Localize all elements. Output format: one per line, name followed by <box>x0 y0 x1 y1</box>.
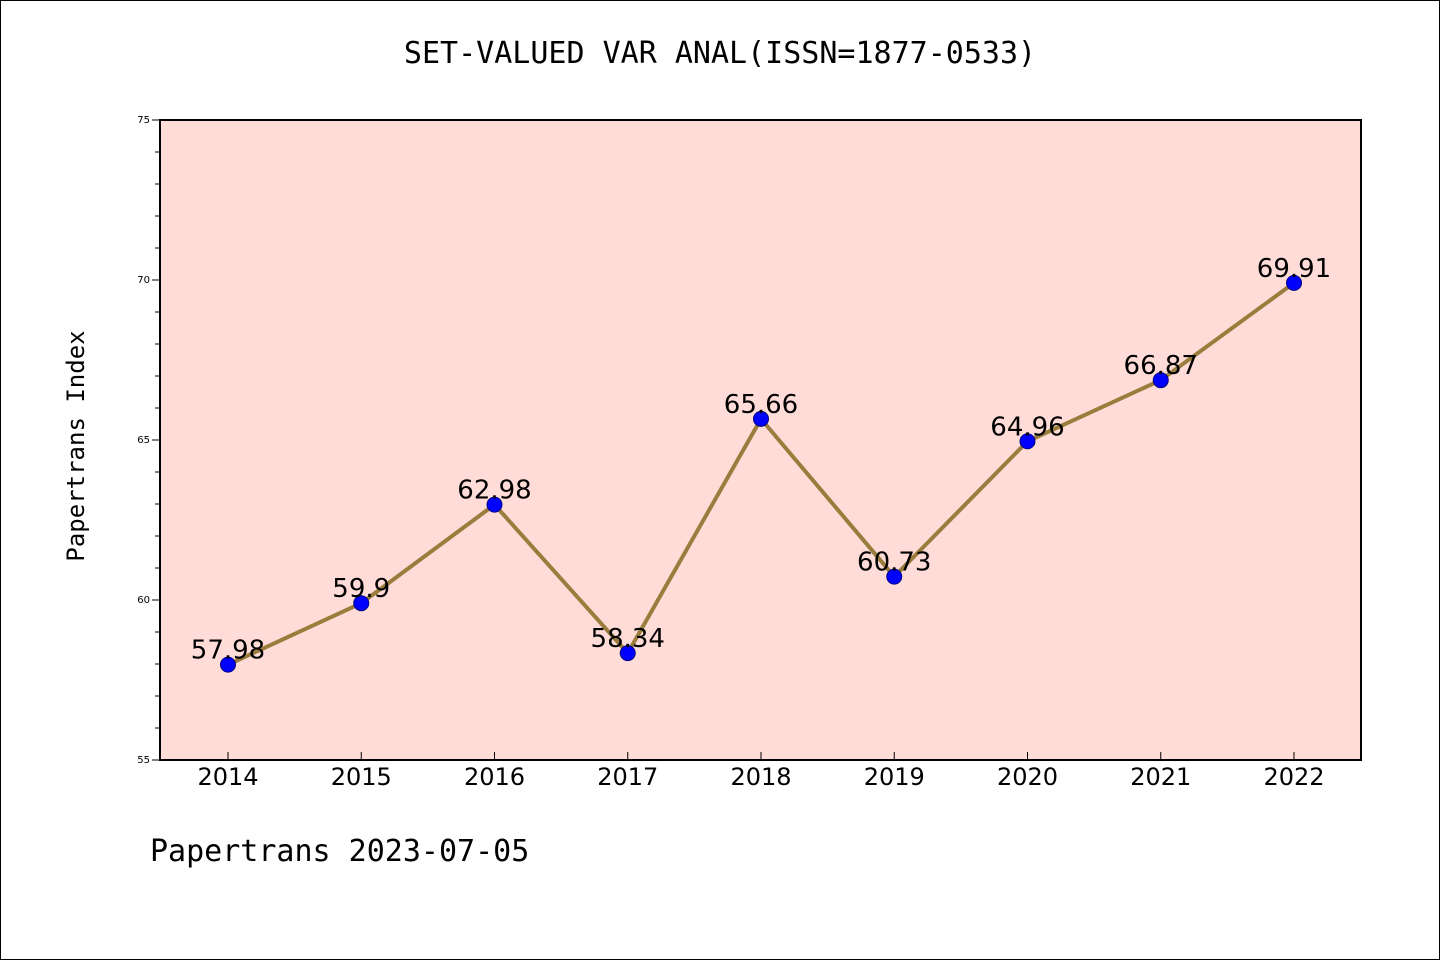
x-tick-label: 2016 <box>464 763 525 791</box>
y-tick-label: 70 <box>137 275 150 286</box>
footer-text: Papertrans 2023-07-05 <box>150 834 530 869</box>
data-point <box>886 568 903 585</box>
y-tick-label: 55 <box>137 755 150 766</box>
x-axis-ticks: 2014 2015 2016 2017 2018 2019 2020 2021 2022 <box>197 752 1325 791</box>
series-layer: 57.98 59.9 62.98 58.34 65.66 60.73 64.96 66.87 6… <box>191 254 1331 673</box>
data-point <box>353 595 370 612</box>
y-tick-label: 60 <box>137 595 150 606</box>
data-label: 69.91 <box>1257 254 1331 284</box>
x-tick-label: 2022 <box>1263 763 1324 791</box>
x-tick-label: 2019 <box>864 763 925 791</box>
data-point <box>1019 433 1036 450</box>
data-label: 62.98 <box>457 476 531 506</box>
data-label: 60.73 <box>857 548 931 578</box>
x-tick-label: 2020 <box>997 763 1058 791</box>
data-label: 59.9 <box>332 574 390 604</box>
x-tick-label: 2015 <box>331 763 392 791</box>
data-point <box>220 656 236 673</box>
x-tick-label: 2014 <box>197 763 258 791</box>
data-label: 58.34 <box>591 624 665 654</box>
y-axis-ticks: 55 60 65 70 75 <box>137 115 160 766</box>
chart-title: SET-VALUED VAR ANAL(ISSN=1877-0533) <box>403 36 1037 71</box>
x-tick-label: 2017 <box>597 763 658 791</box>
data-point <box>1286 274 1302 291</box>
y-tick-label: 65 <box>137 435 150 446</box>
data-point <box>753 410 769 427</box>
data-point <box>1152 372 1169 389</box>
data-label: 57.98 <box>191 636 265 666</box>
plot-border <box>159 119 1362 761</box>
data-label: 66.87 <box>1124 351 1198 381</box>
data-point <box>486 496 503 513</box>
data-label: 65.66 <box>724 390 798 420</box>
y-tick-label: 75 <box>137 115 150 126</box>
data-point <box>619 645 636 662</box>
plot-area <box>160 120 1361 760</box>
x-tick-label: 2021 <box>1130 763 1191 791</box>
data-label: 64.96 <box>990 412 1064 442</box>
x-tick-label: 2018 <box>730 763 791 791</box>
